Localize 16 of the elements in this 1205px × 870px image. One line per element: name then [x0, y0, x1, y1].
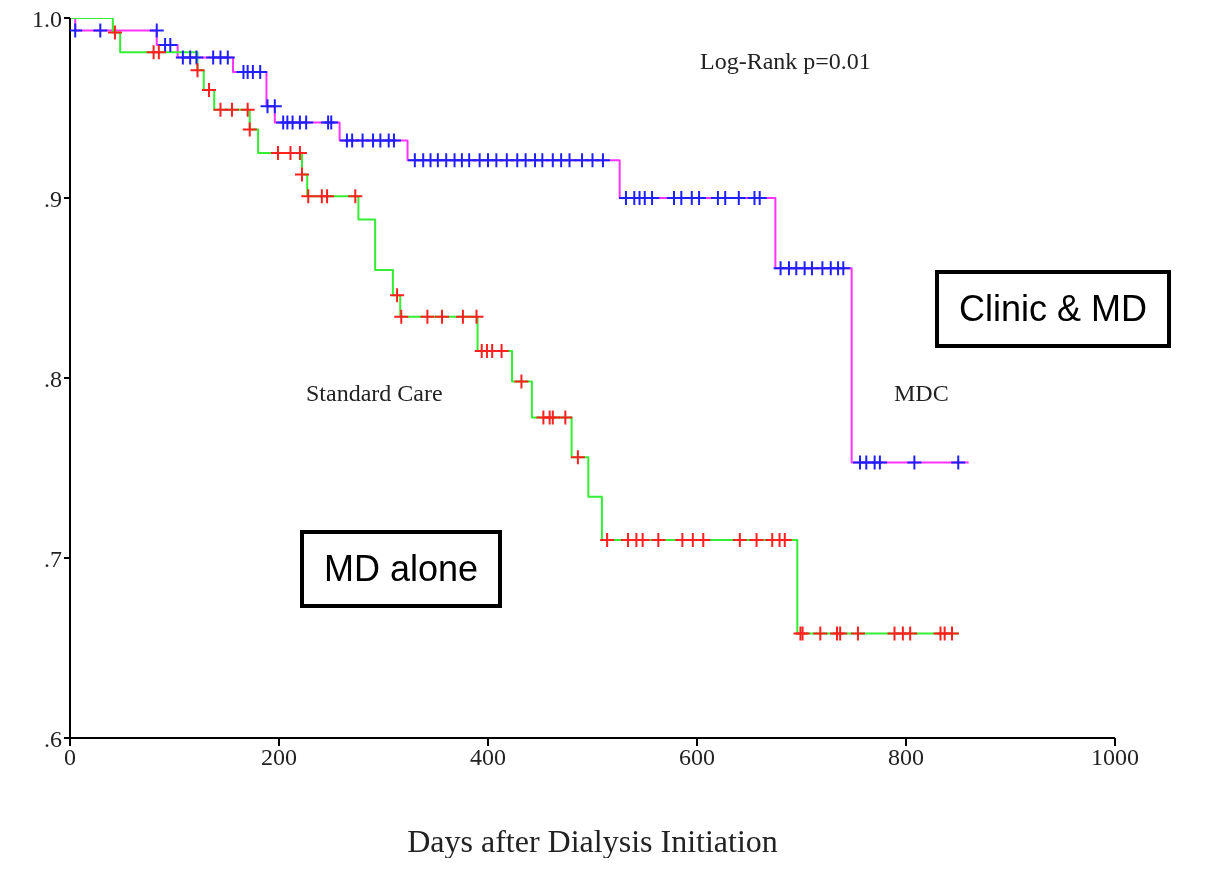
y-tick-label: .8 [44, 365, 62, 392]
y-tick-label: .7 [44, 545, 62, 572]
annotation: Clinic & MD [935, 270, 1172, 348]
series-label: Standard Care [306, 380, 443, 407]
series-label: MDC [894, 380, 949, 407]
y-tick-label: .9 [44, 185, 62, 212]
x-tick-label: 200 [261, 744, 297, 771]
x-tick-label: 600 [679, 744, 715, 771]
y-tick-label: .6 [44, 725, 62, 752]
x-tick-label: 1000 [1091, 744, 1139, 771]
x-tick-label: 800 [888, 744, 924, 771]
y-tick-label: 1.0 [32, 5, 62, 32]
x-tick-label: 0 [64, 744, 76, 771]
x-tick-label: 400 [470, 744, 506, 771]
annotation: Log-Rank p=0.01 [700, 48, 871, 75]
annotation: MD alone [300, 530, 503, 608]
